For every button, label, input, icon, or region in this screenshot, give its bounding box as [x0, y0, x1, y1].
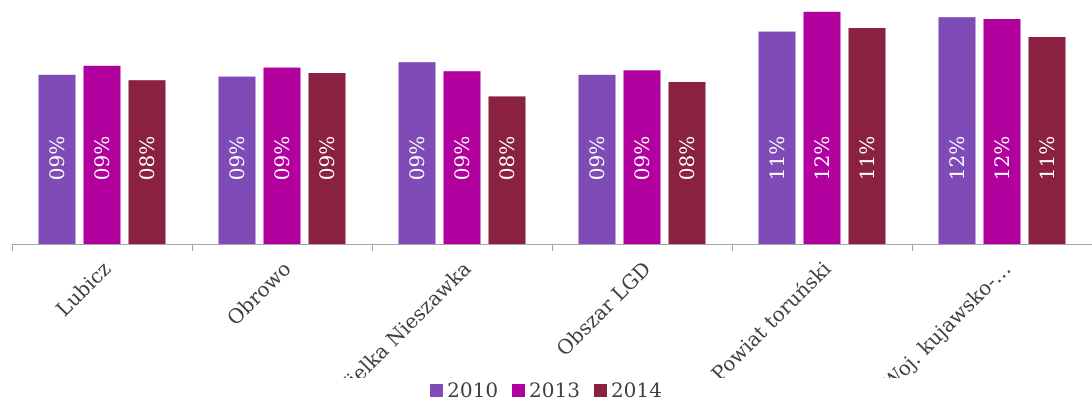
legend-item-2010: 2010: [430, 378, 498, 402]
data-label: 09%: [450, 136, 474, 180]
bar-2013-1: [263, 67, 301, 244]
data-label: 11%: [855, 136, 879, 180]
legend-label: 2014: [610, 378, 662, 402]
bar-2013-5: [983, 19, 1021, 244]
data-label: 09%: [315, 136, 339, 180]
bar-2014-4: [848, 28, 886, 244]
category-label: Obrowo: [222, 257, 296, 331]
bar-2010-2: [398, 62, 436, 245]
data-label: 09%: [405, 136, 429, 180]
legend-label: 2013: [529, 378, 580, 402]
bar-2013-4: [803, 11, 841, 244]
bar-2013-2: [443, 71, 481, 244]
data-label: 09%: [90, 136, 114, 180]
data-label: 09%: [270, 136, 294, 180]
data-label: 11%: [765, 136, 789, 180]
legend-label: 2010: [447, 378, 499, 402]
data-label: 09%: [225, 136, 249, 180]
data-label: 09%: [585, 136, 609, 180]
bar-2014-0: [128, 80, 166, 244]
data-label: 12%: [990, 136, 1014, 180]
bar-2010-1: [218, 76, 256, 244]
bar-2010-4: [758, 31, 796, 244]
bar-2014-2: [488, 96, 526, 245]
data-label: 12%: [810, 136, 834, 180]
category-label: Woj. kujawsko-…: [877, 257, 1015, 378]
category-label: Wielka Nieszawka: [328, 257, 476, 378]
legend: 2010 2013 2014: [0, 378, 1092, 402]
bar-2010-5: [938, 17, 976, 245]
bar-2014-3: [668, 82, 706, 244]
data-label: 08%: [675, 136, 699, 180]
legend-swatch: [512, 383, 526, 397]
legend-swatch: [593, 383, 607, 397]
bar-2013-3: [623, 70, 661, 244]
bar-2014-1: [308, 73, 346, 244]
legend-swatch: [430, 383, 444, 397]
data-label: 09%: [630, 136, 654, 180]
data-label: 08%: [135, 136, 159, 180]
data-label: 08%: [495, 136, 519, 180]
category-label: Powiat toruński: [706, 257, 835, 378]
category-label: Obszar LGD: [551, 257, 655, 361]
bar-2010-3: [578, 74, 616, 244]
legend-item-2014: 2014: [593, 378, 662, 402]
bar-2013-0: [83, 65, 121, 244]
bar-2010-0: [38, 74, 76, 244]
data-label: 09%: [45, 136, 69, 180]
bar-2014-5: [1028, 37, 1066, 244]
category-label: Lubicz: [51, 257, 115, 321]
legend-item-2013: 2013: [512, 378, 580, 402]
data-label: 11%: [1035, 136, 1059, 180]
data-label: 12%: [945, 136, 969, 180]
bar-chart: 09% 09% 08% Lubicz 09% 09% 09% Obrowo 09% 09% 08% W…: [12, 11, 1092, 378]
